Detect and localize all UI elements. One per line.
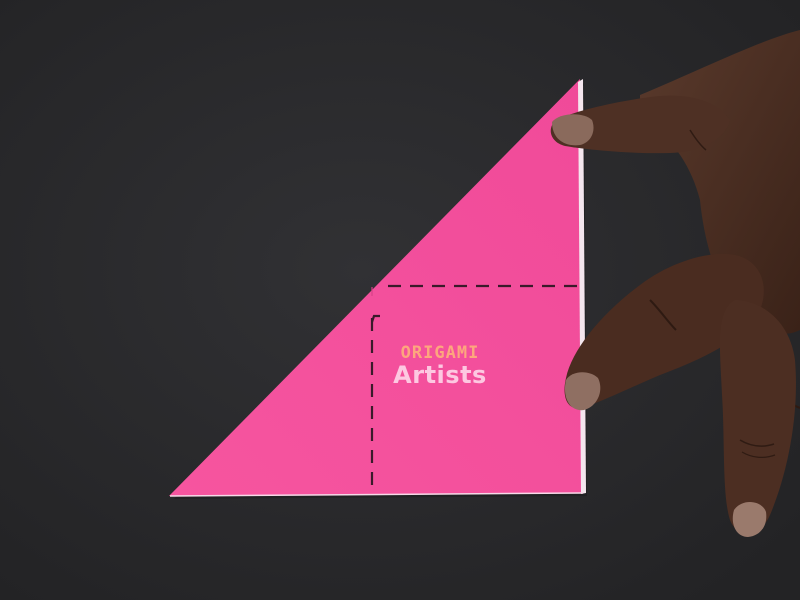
triangle-paper-icon — [169, 79, 583, 496]
fold-line-corner — [370, 314, 380, 323]
paper-bottom-edge — [169, 492, 584, 497]
hand-icon — [550, 30, 800, 537]
